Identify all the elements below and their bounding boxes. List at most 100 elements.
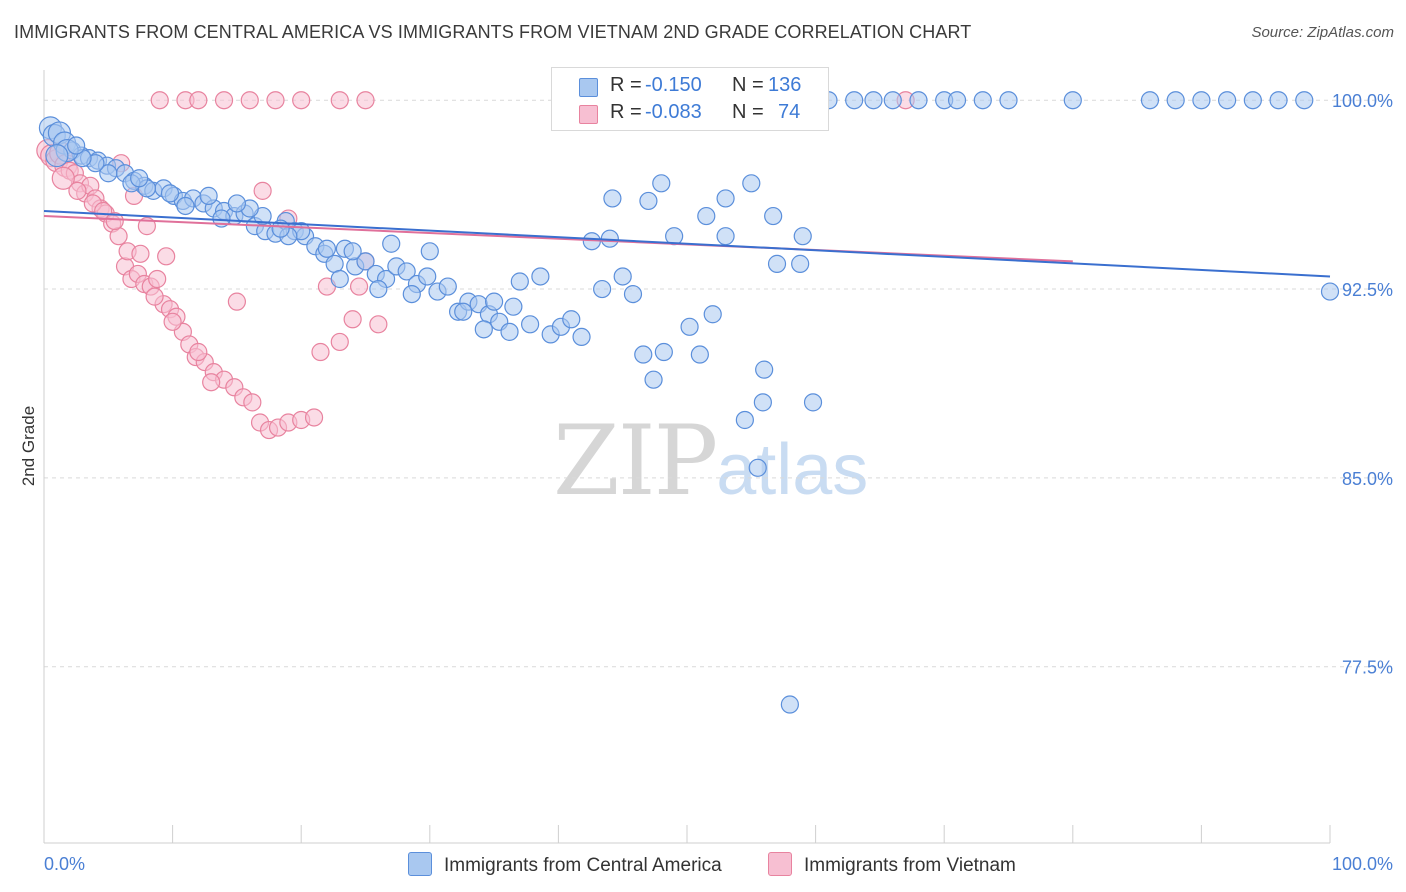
central-america-point xyxy=(947,91,967,110)
vietnam-point xyxy=(330,91,349,110)
central-america-point xyxy=(572,327,591,346)
zipatlas-watermark: ZIPatlas xyxy=(553,405,868,517)
x-tick-label-min: 0.0% xyxy=(44,854,85,874)
y-tick-label: 77.5% xyxy=(1342,658,1393,678)
central-america-point xyxy=(1269,91,1288,110)
central-america-point xyxy=(791,254,810,273)
stats-legend: R = -0.150 N = 136 R = -0.083 N = 74 xyxy=(551,67,829,131)
central-america-point xyxy=(755,360,774,379)
y-tick-label: 85.0% xyxy=(1342,469,1393,489)
central-america-point xyxy=(474,320,493,339)
vietnam-point xyxy=(292,91,311,110)
central-america-point xyxy=(999,91,1018,110)
central-america-point xyxy=(716,227,735,246)
central-america-point xyxy=(644,370,663,389)
vietnam-point xyxy=(189,342,208,362)
vietnam-point xyxy=(369,315,388,334)
vietnam-point xyxy=(349,277,369,296)
vietnam-point xyxy=(163,312,182,331)
central-america-point xyxy=(325,254,344,273)
y-tick-label: 100.0% xyxy=(1332,91,1393,111)
grid-lines xyxy=(44,99,1393,668)
legend-n-label: N = xyxy=(732,101,764,123)
central-america-point xyxy=(742,174,761,193)
central-america-point xyxy=(845,91,864,110)
legend-r-value: -0.150 xyxy=(645,74,702,96)
y-tick-label: 92.5% xyxy=(1342,280,1393,300)
series-legend: Immigrants from Central America Immigran… xyxy=(0,852,1406,878)
watermark-zip: ZIP xyxy=(553,405,718,517)
watermark-atlas: atlas xyxy=(716,430,869,510)
central-america-point xyxy=(593,279,612,299)
central-america-point xyxy=(767,254,787,273)
central-america-point xyxy=(397,262,416,281)
vietnam-point xyxy=(214,91,234,110)
vietnam-point xyxy=(68,181,87,200)
central-america-point xyxy=(1295,91,1314,110)
central-america-point xyxy=(613,267,632,286)
central-america-point xyxy=(382,234,401,253)
central-america-point xyxy=(227,194,246,213)
central-america-point xyxy=(317,239,337,258)
central-america-point xyxy=(402,284,421,304)
central-america-trend-line xyxy=(43,210,1331,278)
central-america-point xyxy=(803,393,823,412)
central-america-point xyxy=(973,91,992,110)
central-america-point xyxy=(690,345,709,364)
series-central-america-points xyxy=(38,91,1340,714)
vietnam-point xyxy=(189,91,208,110)
legend-n-value: 136 xyxy=(768,74,802,96)
central-america-point xyxy=(67,136,86,155)
central-america-point xyxy=(1192,91,1211,110)
vietnam-point xyxy=(105,211,124,231)
central-america-point xyxy=(271,219,290,238)
vietnam-point xyxy=(266,91,285,110)
central-america-point xyxy=(1320,282,1340,301)
central-america-point xyxy=(680,317,699,336)
vietnam-point xyxy=(131,244,150,263)
central-america-point xyxy=(418,267,437,286)
central-america-point xyxy=(510,272,529,291)
central-america-point xyxy=(623,284,643,304)
central-america-point xyxy=(1063,91,1082,110)
central-america-point xyxy=(703,305,722,324)
central-america-point xyxy=(909,91,928,110)
central-america-point xyxy=(176,196,195,216)
central-america-point xyxy=(454,302,473,321)
central-america-point xyxy=(735,410,754,430)
legend-item-vietnam[interactable]: Immigrants from Vietnam xyxy=(768,852,1016,877)
legend-item-central-america[interactable]: Immigrants from Central America xyxy=(408,852,722,877)
central-america-point xyxy=(199,186,218,205)
central-america-point xyxy=(343,242,362,261)
vietnam-point xyxy=(150,91,169,110)
legend-label: Immigrants from Vietnam xyxy=(804,855,1016,876)
vietnam-point xyxy=(243,393,262,412)
vietnam-point xyxy=(51,166,75,190)
central-america-point xyxy=(639,191,658,211)
central-america-point xyxy=(654,342,673,362)
legend-n-label: N = xyxy=(732,74,764,96)
legend-swatch-pink xyxy=(768,852,792,876)
central-america-point xyxy=(330,269,349,289)
central-america-point xyxy=(504,297,523,316)
central-america-point xyxy=(130,169,149,188)
vietnam-point xyxy=(311,342,330,362)
legend-r-label: R = xyxy=(610,101,642,123)
legend-label: Immigrants from Central America xyxy=(444,855,722,876)
central-america-point xyxy=(99,164,118,183)
vietnam-point xyxy=(343,310,362,329)
vietnam-point xyxy=(227,292,246,311)
central-america-point xyxy=(1166,91,1185,110)
central-america-point xyxy=(780,695,799,714)
central-america-point xyxy=(793,227,812,246)
central-america-point xyxy=(883,91,902,110)
legend-n-value: 74 xyxy=(778,101,801,123)
central-america-point xyxy=(485,292,504,311)
chart-title: IMMIGRANTS FROM CENTRAL AMERICA VS IMMIG… xyxy=(14,22,972,42)
central-america-point xyxy=(531,267,550,286)
legend-r-label: R = xyxy=(610,74,642,96)
central-america-point xyxy=(500,322,519,341)
trend-lines xyxy=(43,210,1331,278)
legend-swatch-pink xyxy=(579,105,598,124)
